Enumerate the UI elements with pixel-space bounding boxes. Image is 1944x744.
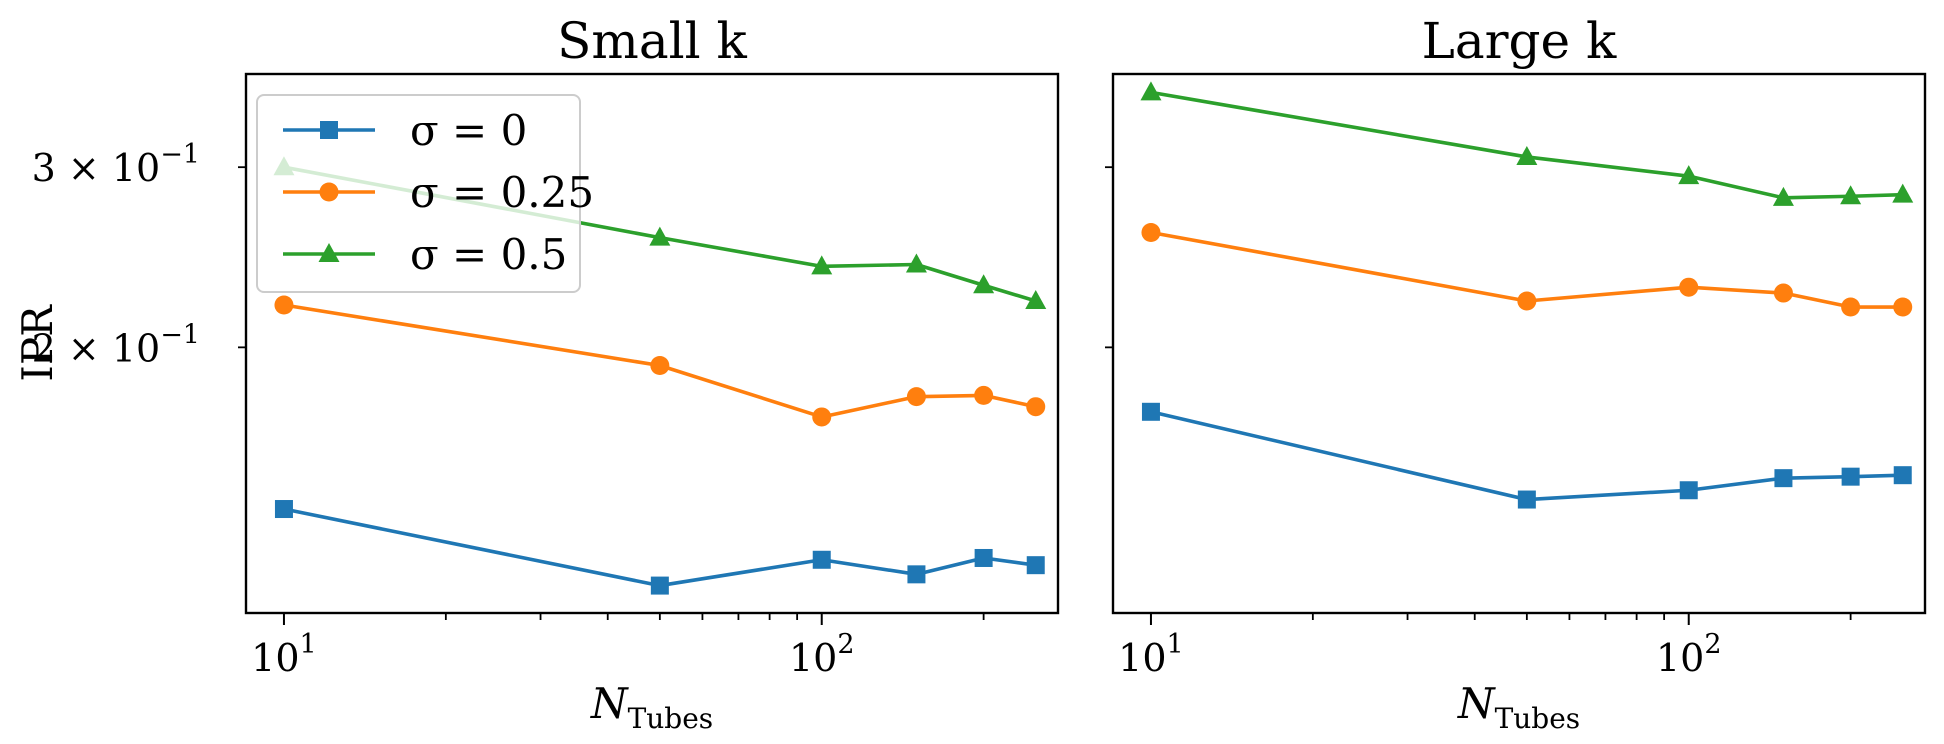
data-point	[274, 500, 293, 519]
y-tick-label: 2 × 10−1	[32, 319, 200, 370]
data-point	[1774, 469, 1793, 488]
x-tick-label: 102	[789, 629, 855, 680]
x-axis-label: NTubes	[590, 679, 713, 735]
panel-small-k: Small k 101 102 3 × 10−1 2 × 10−1 NTubes IPR σ …	[13, 12, 1060, 735]
data-point	[812, 407, 832, 427]
data-point	[1026, 397, 1046, 417]
x-tick-label: 102	[1656, 629, 1722, 680]
data-point	[973, 274, 995, 294]
data-point	[650, 576, 669, 595]
data-point	[905, 253, 927, 273]
x-tick-label: 101	[1118, 629, 1184, 680]
data-point	[1516, 145, 1538, 165]
data-point	[906, 387, 926, 407]
y-tick-label: 3 × 10−1	[32, 139, 200, 190]
chart-title: Small k	[557, 12, 747, 70]
chart-title: Large k	[1422, 12, 1617, 70]
data-point	[650, 355, 670, 375]
data-point	[1773, 283, 1793, 303]
data-point	[1026, 556, 1045, 575]
data-point	[1892, 183, 1914, 203]
plot-frame	[1111, 72, 1927, 615]
plot-frame	[244, 72, 1060, 615]
x-axis-label: NTubes	[1457, 679, 1580, 735]
data-point	[1841, 467, 1860, 486]
data-point	[1840, 185, 1862, 205]
series-line	[1150, 90, 1903, 200]
data-point	[1517, 291, 1537, 311]
data-point	[1679, 277, 1699, 297]
y-axis-label: IPR	[13, 304, 62, 382]
legend-label: σ = 0.25	[410, 168, 594, 217]
legend-marker	[320, 121, 338, 139]
series-line	[283, 165, 1037, 303]
data-point	[974, 548, 993, 567]
data-point	[1679, 481, 1698, 500]
data-point	[1678, 165, 1700, 185]
data-point	[1140, 81, 1162, 101]
series-sigma-0-25	[274, 295, 1046, 427]
data-point	[1025, 289, 1047, 309]
x-tick-label: 101	[251, 629, 317, 680]
data-point	[1893, 466, 1912, 485]
legend-marker	[318, 243, 340, 262]
data-point	[274, 295, 294, 315]
data-point	[1141, 402, 1160, 421]
data-point	[649, 226, 671, 246]
legend-marker	[319, 182, 339, 202]
data-point	[1893, 297, 1913, 317]
legend: σ = 0 σ = 0.25 σ = 0.5	[256, 94, 594, 293]
data-point	[974, 385, 994, 405]
data-point	[1517, 490, 1536, 509]
legend-box	[256, 94, 581, 293]
series-sigma-0	[1141, 402, 1912, 509]
data-point	[1841, 297, 1861, 317]
data-point	[812, 550, 831, 569]
series-sigma-0-5	[1140, 81, 1914, 206]
data-point	[811, 255, 833, 275]
data-point	[1772, 186, 1794, 206]
series-sigma-0-25	[1141, 222, 1913, 317]
panel-large-k: Large k 101 102 NTubes	[1105, 12, 1927, 735]
data-point	[1141, 222, 1161, 242]
series-sigma-0	[274, 500, 1045, 595]
legend-label: σ = 0.5	[410, 230, 567, 279]
data-point	[907, 565, 926, 584]
legend-label: σ = 0	[410, 106, 527, 155]
